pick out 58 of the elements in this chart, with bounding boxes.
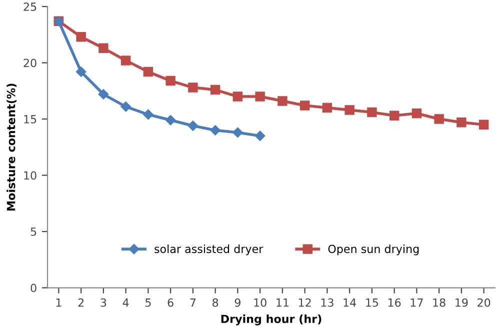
x-tick-label: 3 bbox=[100, 298, 106, 307]
point bbox=[188, 120, 198, 131]
x-tick-label: 14 bbox=[344, 298, 356, 307]
point bbox=[232, 92, 243, 102]
point bbox=[166, 76, 176, 86]
point bbox=[478, 120, 489, 130]
point bbox=[344, 105, 354, 115]
y-tick-label: 5 bbox=[30, 228, 36, 236]
point bbox=[389, 110, 400, 121]
point bbox=[322, 102, 332, 113]
x-tick-label: 18 bbox=[433, 298, 446, 307]
point bbox=[412, 108, 422, 118]
legend-label: solar assisted dryer bbox=[154, 244, 264, 256]
point bbox=[367, 107, 377, 118]
point bbox=[76, 32, 86, 42]
y-tick-label: 20 bbox=[24, 58, 36, 68]
x-tick-label: 11 bbox=[276, 298, 288, 307]
point bbox=[210, 84, 220, 95]
x-tick-label: 8 bbox=[212, 298, 218, 307]
point bbox=[232, 127, 243, 138]
x-tick-label: 15 bbox=[366, 298, 378, 307]
point bbox=[143, 109, 154, 120]
y-tick-label: 15 bbox=[24, 115, 36, 124]
point bbox=[300, 100, 310, 110]
x-tick-label: 12 bbox=[298, 298, 311, 307]
x-tick-label: 9 bbox=[234, 298, 240, 307]
x-tick-label: 1 bbox=[56, 298, 62, 307]
x-tick-label: 17 bbox=[410, 298, 423, 307]
x-tick-label: 20 bbox=[478, 298, 490, 307]
point bbox=[278, 96, 288, 106]
point bbox=[120, 56, 131, 66]
point bbox=[165, 115, 176, 126]
x-tick-label: 10 bbox=[254, 298, 266, 307]
y-tick-label: 0 bbox=[30, 284, 36, 292]
y-axis-title: Moisture content(%) bbox=[6, 84, 17, 210]
x-tick-label: 4 bbox=[122, 298, 129, 307]
y-tick-label: 25 bbox=[24, 2, 36, 11]
x-tick-label: 2 bbox=[78, 298, 84, 307]
point bbox=[456, 118, 466, 128]
point bbox=[255, 92, 265, 102]
x-tick-label: 6 bbox=[168, 298, 174, 307]
x-tick-label: 16 bbox=[388, 298, 401, 307]
x-tick-label: 7 bbox=[190, 298, 196, 307]
y-tick-label: 10 bbox=[24, 171, 36, 180]
point bbox=[188, 82, 198, 92]
point bbox=[98, 89, 109, 100]
point bbox=[210, 125, 220, 136]
x-tick-label: 19 bbox=[456, 298, 468, 307]
x-tick-label: 5 bbox=[146, 298, 151, 307]
x-tick-label: 13 bbox=[321, 298, 334, 307]
point bbox=[143, 66, 154, 77]
point bbox=[98, 43, 108, 54]
legend-label: Open sun drying bbox=[328, 244, 419, 256]
point bbox=[254, 130, 266, 142]
x-axis-title: Drying hour (hr) bbox=[221, 314, 322, 326]
point bbox=[434, 114, 444, 124]
point bbox=[120, 102, 131, 112]
point bbox=[76, 66, 86, 77]
